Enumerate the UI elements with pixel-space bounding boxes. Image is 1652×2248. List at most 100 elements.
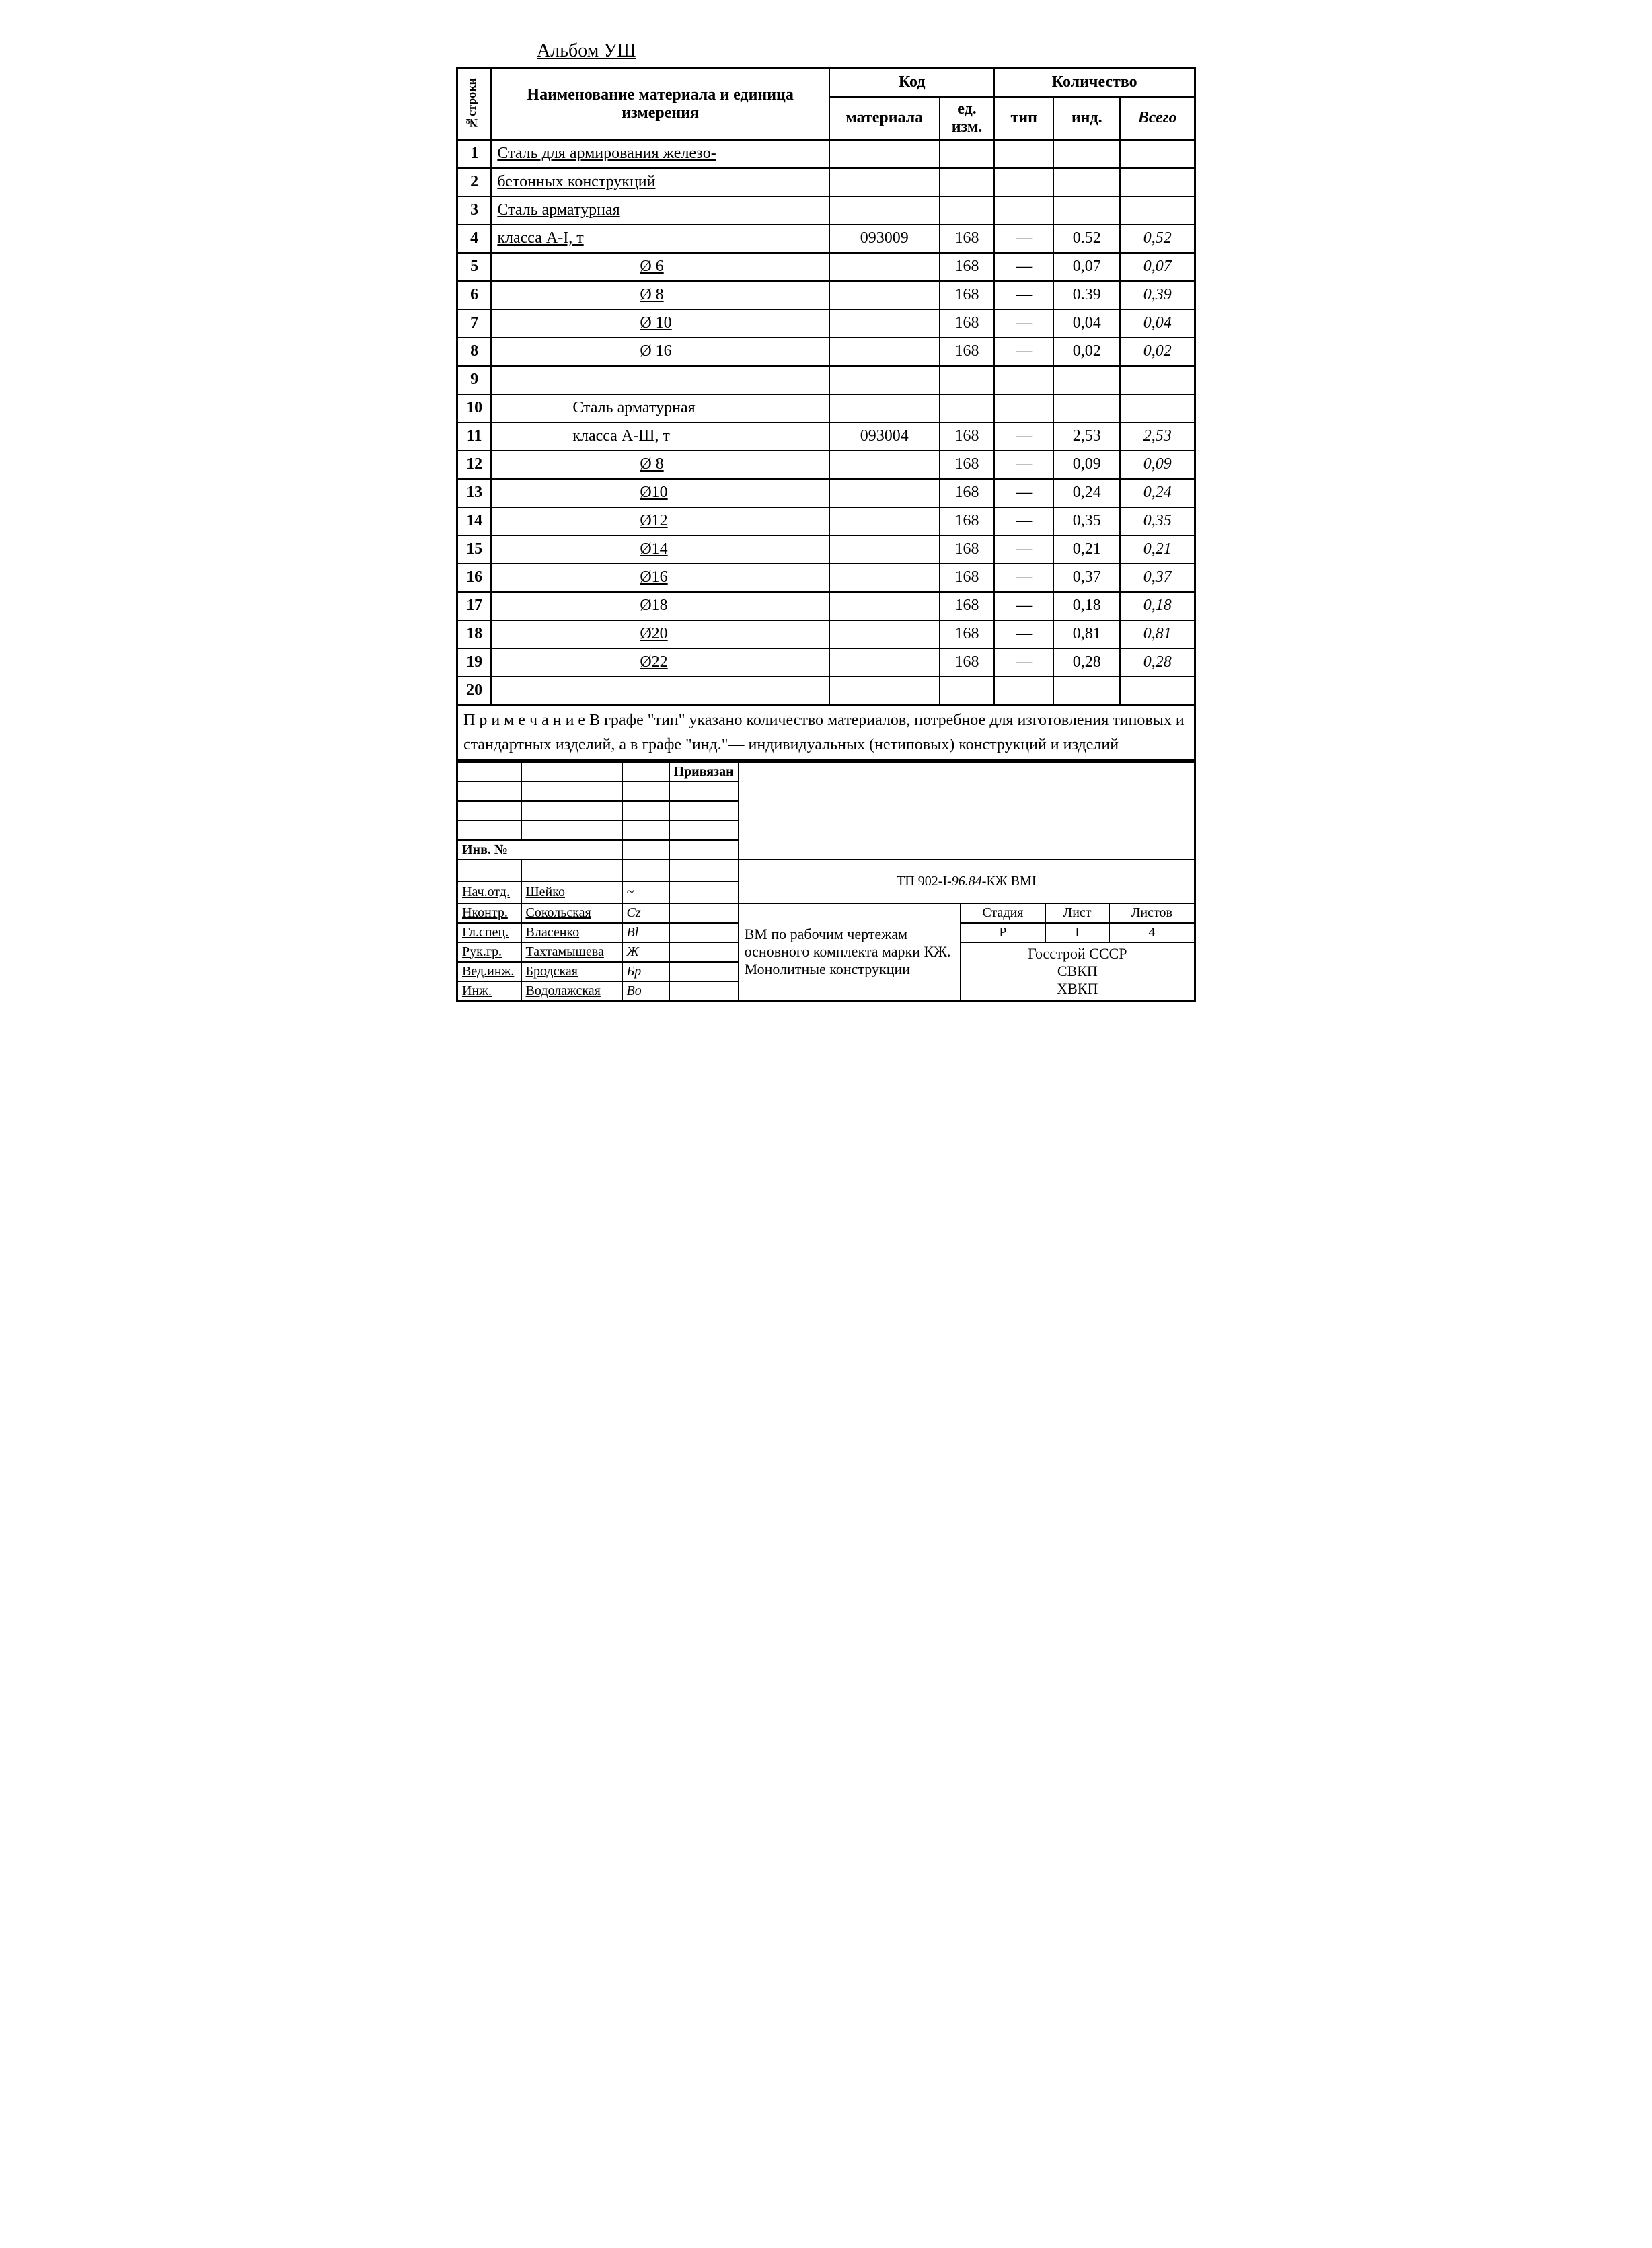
table-row: 6Ø 8168—0.390,39 xyxy=(457,281,1195,309)
material-name: Сталь для армирования железо- xyxy=(491,140,829,168)
row-number: 2 xyxy=(457,168,492,196)
qty-total: 0,37 xyxy=(1120,564,1195,592)
header-code-material: материала xyxy=(829,97,940,140)
name-cell: Водолажская xyxy=(521,981,622,1002)
qty-tip: — xyxy=(994,479,1053,507)
qty-ind: 0,07 xyxy=(1053,253,1120,281)
role-cell: Нач.отд. xyxy=(457,881,521,903)
qty-total: 0,21 xyxy=(1120,535,1195,564)
material-name: Ø20 xyxy=(491,620,829,648)
code-material xyxy=(829,479,940,507)
qty-tip xyxy=(994,196,1053,225)
table-row: 17Ø18168—0,180,18 xyxy=(457,592,1195,620)
qty-total: 0,81 xyxy=(1120,620,1195,648)
inv-no-label: Инв. № xyxy=(457,840,622,860)
code-material: 093009 xyxy=(829,225,940,253)
material-name: класса А-I, т xyxy=(491,225,829,253)
stage-header: Стадия xyxy=(961,903,1046,923)
table-row: 11класса А-Ш, т093004168—2,532,53 xyxy=(457,422,1195,451)
table-row: 20 xyxy=(457,677,1195,705)
material-name: Сталь арматурная xyxy=(491,196,829,225)
role-cell: Вед.инж. xyxy=(457,962,521,981)
qty-ind xyxy=(1053,140,1120,168)
table-row: 1Сталь для армирования железо- xyxy=(457,140,1195,168)
code-unit xyxy=(940,196,995,225)
row-number: 19 xyxy=(457,648,492,677)
qty-ind: 0.39 xyxy=(1053,281,1120,309)
row-number: 10 xyxy=(457,394,492,422)
code-unit xyxy=(940,366,995,394)
signature-cell: Cz xyxy=(622,903,669,923)
table-row: 16Ø16168—0,370,37 xyxy=(457,564,1195,592)
qty-tip xyxy=(994,140,1053,168)
code-material xyxy=(829,281,940,309)
qty-ind: 0,81 xyxy=(1053,620,1120,648)
table-row: 3Сталь арматурная xyxy=(457,196,1195,225)
table-row: 9 xyxy=(457,366,1195,394)
table-row: 10Сталь арматурная xyxy=(457,394,1195,422)
qty-total: 0,02 xyxy=(1120,338,1195,366)
row-number: 16 xyxy=(457,564,492,592)
document-code: ТП 902-I-96.84-КЖ ВМI xyxy=(739,860,1195,903)
material-name: Ø 6 xyxy=(491,253,829,281)
qty-total: 0,24 xyxy=(1120,479,1195,507)
title-block: Привязан Инв. № ТП 902-I-96.84-КЖ ВМI На… xyxy=(456,761,1196,1002)
table-row: 14Ø12168—0,350,35 xyxy=(457,507,1195,535)
code-unit xyxy=(940,140,995,168)
document-description: ВМ по рабочим чертежам основного комплек… xyxy=(739,903,961,1002)
qty-ind: 0,02 xyxy=(1053,338,1120,366)
code-material xyxy=(829,309,940,338)
table-row: 15Ø14168—0,210,21 xyxy=(457,535,1195,564)
stage-value: Р xyxy=(961,923,1046,942)
qty-total: 0,35 xyxy=(1120,507,1195,535)
signature-cell: Во xyxy=(622,981,669,1002)
table-row: 12Ø 8168—0,090,09 xyxy=(457,451,1195,479)
row-number: 13 xyxy=(457,479,492,507)
code-material xyxy=(829,677,940,705)
qty-tip xyxy=(994,677,1053,705)
qty-total xyxy=(1120,196,1195,225)
qty-total: 0,52 xyxy=(1120,225,1195,253)
qty-total: 0,28 xyxy=(1120,648,1195,677)
qty-tip: — xyxy=(994,648,1053,677)
header-rowno: №строки xyxy=(463,77,480,131)
qty-ind: 0,28 xyxy=(1053,648,1120,677)
material-name xyxy=(491,366,829,394)
row-number: 9 xyxy=(457,366,492,394)
code-material xyxy=(829,592,940,620)
qty-total: 0,09 xyxy=(1120,451,1195,479)
code-material xyxy=(829,140,940,168)
role-cell: Инж. xyxy=(457,981,521,1002)
qty-tip: — xyxy=(994,564,1053,592)
code-material xyxy=(829,168,940,196)
material-name: Ø 10 xyxy=(491,309,829,338)
signature-cell: ~ xyxy=(622,881,669,903)
code-unit: 168 xyxy=(940,253,995,281)
materials-table: №строки Наименование материала и единица… xyxy=(456,67,1196,761)
signature-cell: Bl xyxy=(622,923,669,942)
code-unit: 168 xyxy=(940,564,995,592)
code-unit: 168 xyxy=(940,309,995,338)
qty-total: 0,04 xyxy=(1120,309,1195,338)
code-material xyxy=(829,338,940,366)
name-cell: Власенко xyxy=(521,923,622,942)
qty-total xyxy=(1120,168,1195,196)
table-row: 8Ø 16168—0,020,02 xyxy=(457,338,1195,366)
material-name: Ø10 xyxy=(491,479,829,507)
qty-ind: 0,18 xyxy=(1053,592,1120,620)
qty-ind: 0,09 xyxy=(1053,451,1120,479)
qty-total: 2,53 xyxy=(1120,422,1195,451)
code-unit: 168 xyxy=(940,338,995,366)
material-name: Ø18 xyxy=(491,592,829,620)
qty-total: 0,18 xyxy=(1120,592,1195,620)
sheet-header: Лист xyxy=(1045,903,1109,923)
qty-tip: — xyxy=(994,535,1053,564)
qty-tip xyxy=(994,366,1053,394)
qty-ind: 0,24 xyxy=(1053,479,1120,507)
code-material xyxy=(829,507,940,535)
role-cell: Нконтр. xyxy=(457,903,521,923)
header-code: Код xyxy=(829,69,994,97)
code-unit: 168 xyxy=(940,225,995,253)
name-cell: Сокольская xyxy=(521,903,622,923)
table-header: №строки Наименование материала и единица… xyxy=(457,69,1195,140)
